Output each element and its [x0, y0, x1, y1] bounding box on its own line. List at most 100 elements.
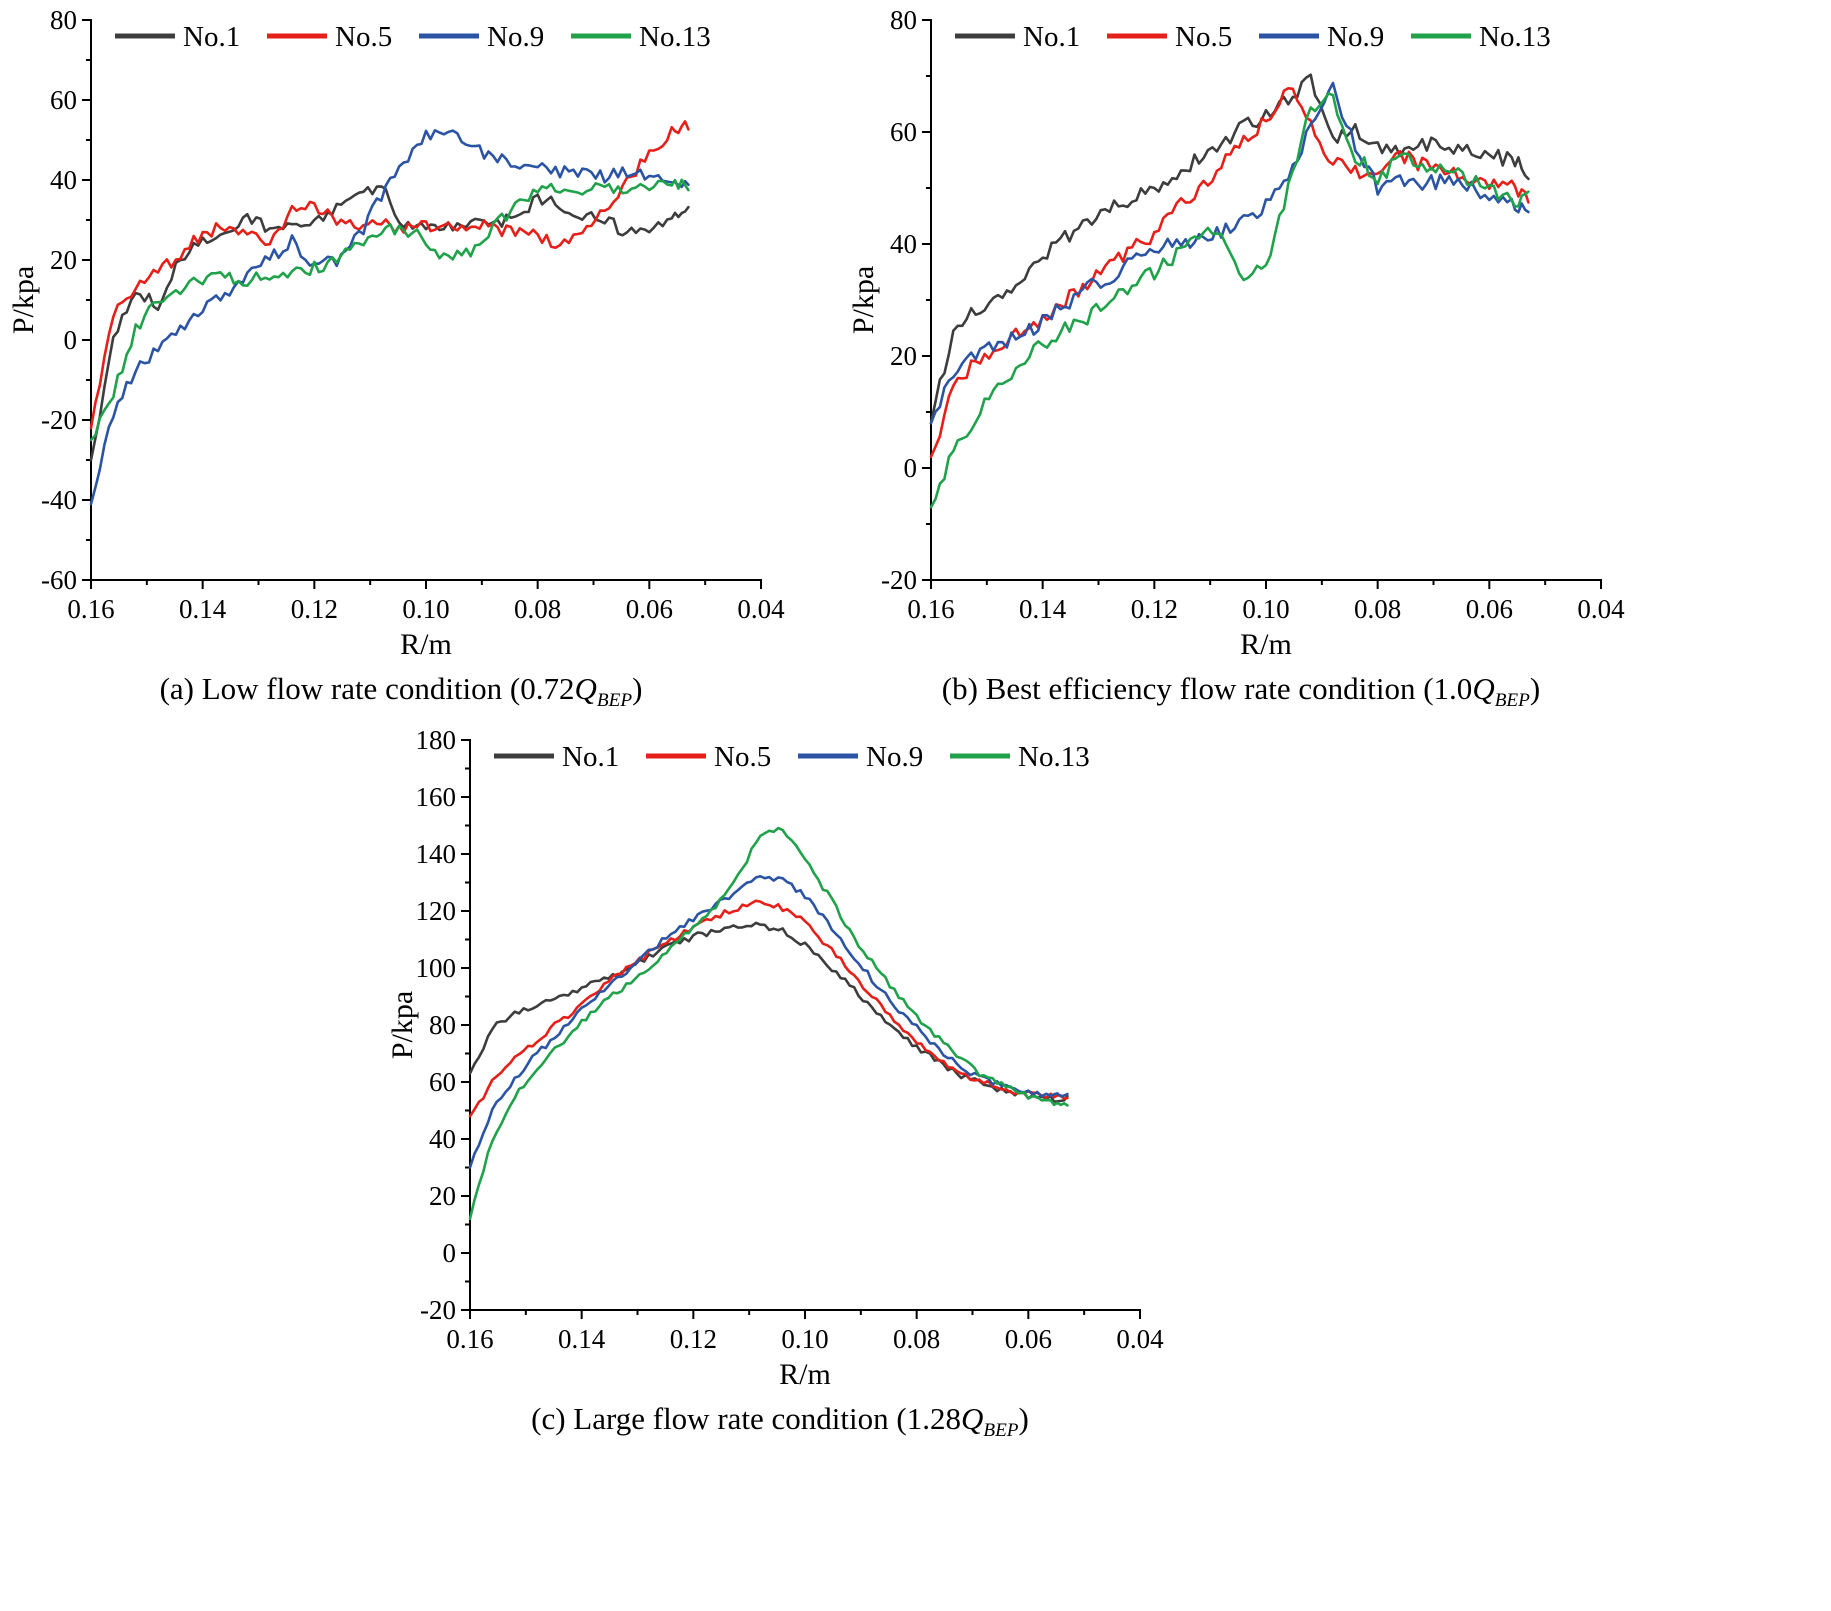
caption-c-subscript: BEP — [983, 1420, 1019, 1442]
y-axis-label: P/kpa — [847, 266, 880, 334]
chart-a-block: 0.16 0.14 0.12 0.10 0.08 0.06 0.04 -60 -40 -20 0 20… — [6, 6, 796, 712]
chart-a-caption: (a) Low flow rate condition (0.72QBEP) — [6, 670, 796, 712]
series-line-No.5 — [89, 120, 690, 430]
chart-b-block: 0.16 0.14 0.12 0.10 0.08 0.06 0.04 -20 0 20 40 60 80… — [846, 6, 1636, 712]
y-tick-label: 0 — [904, 453, 918, 483]
axes — [90, 19, 762, 581]
tick-labels: 0.16 0.14 0.12 0.10 0.08 0.06 0.04 -60 -40 -20 0 20… — [41, 6, 785, 624]
caption-c-variable: Q — [960, 1401, 984, 1437]
y-tick-label: 100 — [416, 953, 457, 983]
series-line-No.13 — [929, 92, 1530, 509]
y-tick-label: 20 — [429, 1181, 456, 1211]
y-tick-label: 60 — [429, 1067, 456, 1097]
caption-b-close: ) — [1529, 671, 1541, 706]
x-tick-label: 0.06 — [626, 594, 673, 624]
axes — [469, 739, 1141, 1312]
series-line-No.9 — [468, 875, 1069, 1170]
x-tick-label: 0.14 — [179, 594, 227, 624]
chart-c-block: 0.16 0.14 0.12 0.10 0.08 0.06 0.04 -20 0 20 40 60 80… — [385, 726, 1175, 1442]
y-tick-label: -60 — [41, 565, 77, 595]
x-tick-label: 0.16 — [907, 594, 954, 624]
y-tick-label: 80 — [50, 6, 77, 35]
series-line-No.9 — [929, 81, 1530, 425]
legend-label-No.13: No.13 — [639, 21, 711, 53]
series-line-No.5 — [929, 87, 1530, 459]
series-line-No.9 — [89, 129, 690, 506]
caption-b-text: (b) Best efficiency flow rate condition … — [941, 671, 1473, 706]
y-tick-label: -20 — [41, 405, 77, 435]
legend-label-No.5: No.5 — [1175, 21, 1232, 53]
legend: No.1 No.5 No.9 No.13 — [494, 741, 1090, 773]
y-tick-label: 60 — [50, 85, 77, 115]
y-tick-label: 60 — [890, 117, 917, 147]
tick-labels: 0.16 0.14 0.12 0.10 0.08 0.06 0.04 -20 0 20 40 60 80 — [881, 6, 1625, 624]
caption-a-close: ) — [632, 671, 643, 706]
legend: No.1 No.5 No.9 No.13 — [955, 21, 1551, 53]
y-tick-label: 120 — [416, 896, 457, 926]
x-tick-label: 0.08 — [1354, 594, 1401, 624]
legend-label-No.13: No.13 — [1018, 741, 1090, 773]
y-axis-label: P/kpa — [7, 266, 40, 334]
y-tick-label: -40 — [41, 485, 77, 515]
series-line-No.1 — [89, 185, 690, 462]
x-tick-label: 0.06 — [1005, 1324, 1052, 1354]
legend-label-No.9: No.9 — [487, 21, 544, 53]
y-tick-label: 160 — [416, 782, 457, 812]
x-axis-label: R/m — [779, 1358, 831, 1391]
series-line-No.13 — [468, 827, 1069, 1221]
x-axis-label: R/m — [400, 628, 452, 661]
x-tick-label: 0.12 — [670, 1324, 717, 1354]
caption-c-close: ) — [1018, 1401, 1029, 1437]
top-charts-row: 0.16 0.14 0.12 0.10 0.08 0.06 0.04 -60 -40 -20 0 20… — [0, 0, 1831, 712]
legend-label-No.1: No.1 — [1023, 21, 1080, 53]
tick-labels: 0.16 0.14 0.12 0.10 0.08 0.06 0.04 -20 0 20 40 60 80… — [416, 726, 1165, 1354]
x-tick-label: 0.12 — [1131, 594, 1178, 624]
caption-a-subscript: BEP — [596, 690, 633, 712]
x-tick-label: 0.16 — [67, 594, 114, 624]
x-tick-label: 0.04 — [737, 594, 785, 624]
y-tick-label: 40 — [50, 165, 77, 195]
chart-b-plot: 0.16 0.14 0.12 0.10 0.08 0.06 0.04 -20 0 20 40 60 80… — [846, 6, 1636, 662]
y-tick-label: 180 — [416, 726, 457, 755]
ticks — [82, 19, 762, 589]
legend-label-No.5: No.5 — [714, 741, 771, 773]
bottom-charts-row: 0.16 0.14 0.12 0.10 0.08 0.06 0.04 -20 0 20 40 60 80… — [385, 726, 1831, 1442]
x-tick-label: 0.16 — [446, 1324, 493, 1354]
caption-b-subscript: BEP — [1494, 690, 1530, 712]
y-tick-label: -20 — [420, 1295, 456, 1325]
y-tick-label: 80 — [429, 1010, 456, 1040]
legend-label-No.9: No.9 — [1327, 21, 1384, 53]
legend-label-No.9: No.9 — [866, 741, 923, 773]
x-tick-label: 0.08 — [514, 594, 561, 624]
legend-label-No.5: No.5 — [335, 21, 392, 53]
x-tick-label: 0.06 — [1466, 594, 1513, 624]
x-axis-label: R/m — [1240, 628, 1292, 661]
chart-c-caption: (c) Large flow rate condition (1.28QBEP) — [385, 1400, 1175, 1442]
x-tick-label: 0.08 — [893, 1324, 940, 1354]
x-tick-label: 0.10 — [781, 1324, 828, 1354]
x-tick-label: 0.04 — [1116, 1324, 1164, 1354]
y-tick-label: 40 — [890, 229, 917, 259]
y-tick-label: 40 — [429, 1124, 456, 1154]
chart-c-plot: 0.16 0.14 0.12 0.10 0.08 0.06 0.04 -20 0 20 40 60 80… — [385, 726, 1175, 1393]
y-tick-label: 0 — [443, 1238, 457, 1268]
y-tick-label: -20 — [881, 565, 917, 595]
caption-a-variable: Q — [574, 671, 597, 706]
legend-label-No.13: No.13 — [1479, 21, 1551, 53]
x-tick-label: 0.10 — [1242, 594, 1289, 624]
y-tick-label: 0 — [64, 325, 78, 355]
x-tick-label: 0.10 — [402, 594, 449, 624]
x-tick-label: 0.12 — [291, 594, 338, 624]
series-line-No.5 — [468, 899, 1069, 1118]
y-tick-label: 80 — [890, 6, 917, 35]
x-tick-label: 0.14 — [1019, 594, 1067, 624]
series-line-No.1 — [929, 73, 1530, 425]
ticks — [922, 19, 1602, 589]
axes — [930, 19, 1602, 581]
chart-b-caption: (b) Best efficiency flow rate condition … — [846, 670, 1636, 712]
x-tick-label: 0.04 — [1577, 594, 1625, 624]
legend-label-No.1: No.1 — [183, 21, 240, 53]
y-axis-label: P/kpa — [386, 991, 419, 1059]
y-tick-label: 20 — [890, 341, 917, 371]
legend-label-No.1: No.1 — [562, 741, 619, 773]
